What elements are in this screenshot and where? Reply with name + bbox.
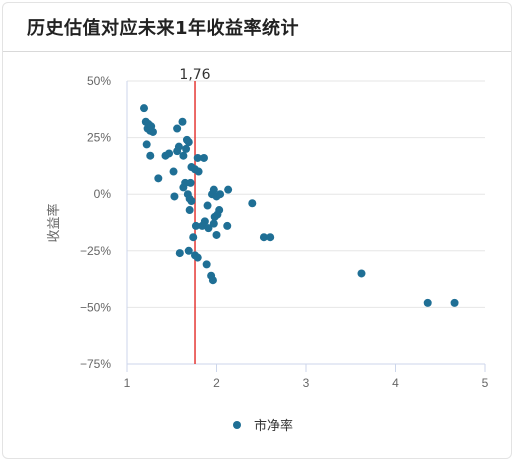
data-point [209,185,218,194]
data-point [189,233,198,242]
data-point [191,221,200,230]
data-point [169,167,178,176]
data-point [178,117,187,126]
data-point [182,144,191,153]
data-point [423,298,432,307]
reference-line-label: 1,76 [179,67,210,83]
data-point [185,206,194,215]
data-point [194,167,203,176]
data-point [450,298,459,307]
data-point [248,199,257,208]
y-tick-label: −25% [80,244,111,258]
data-point [174,142,183,151]
data-point [154,174,163,183]
legend-marker [233,421,241,429]
data-point [187,196,196,205]
data-point [147,122,156,131]
data-point [200,217,209,226]
data-point [202,260,211,269]
y-tick-label: 25% [87,131,111,145]
data-point [209,219,218,228]
data-point [184,246,193,255]
data-point [184,138,193,147]
legend[interactable]: 市净率 [233,418,293,434]
data-point [142,140,151,149]
data-point [204,224,213,233]
card-header: 历史估值对应未来1年收益率统计 [3,3,511,52]
x-tick-label: 3 [303,376,310,390]
y-tick-label: −50% [80,300,111,314]
y-tick-label: 50% [87,74,111,88]
data-point [357,269,366,278]
data-point [212,230,221,239]
data-point [213,210,222,219]
legend-label: 市净率 [254,418,293,434]
data-point [223,221,232,230]
data-point [193,153,202,162]
data-point [224,185,233,194]
x-tick-label: 4 [392,376,399,390]
y-tick-label: 0% [94,187,112,201]
data-point [199,153,208,162]
reference-line-group: 1,76 [179,67,211,364]
y-tick-label: −75% [80,357,111,371]
axes: 50% 25% 0% −25% −50% −75% 1 2 3 4 5 [80,74,489,390]
data-point [203,201,212,210]
data-point [259,233,268,242]
data-point [208,276,217,285]
x-tick-label: 5 [482,376,489,390]
data-point [165,149,174,158]
data-point [140,104,149,113]
data-point [266,233,275,242]
data-points [140,104,459,307]
data-point [186,178,195,187]
data-point [193,253,202,262]
y-axis-title: 收益率 [46,203,62,242]
data-point [175,249,184,258]
card-title: 历史估值对应未来1年收益率统计 [27,18,300,39]
data-point [173,124,182,133]
data-point [170,192,179,201]
data-point [179,151,188,160]
x-tick-label: 2 [213,376,220,390]
x-tick-label: 1 [124,376,131,390]
data-point [216,190,225,199]
data-point [146,151,155,160]
